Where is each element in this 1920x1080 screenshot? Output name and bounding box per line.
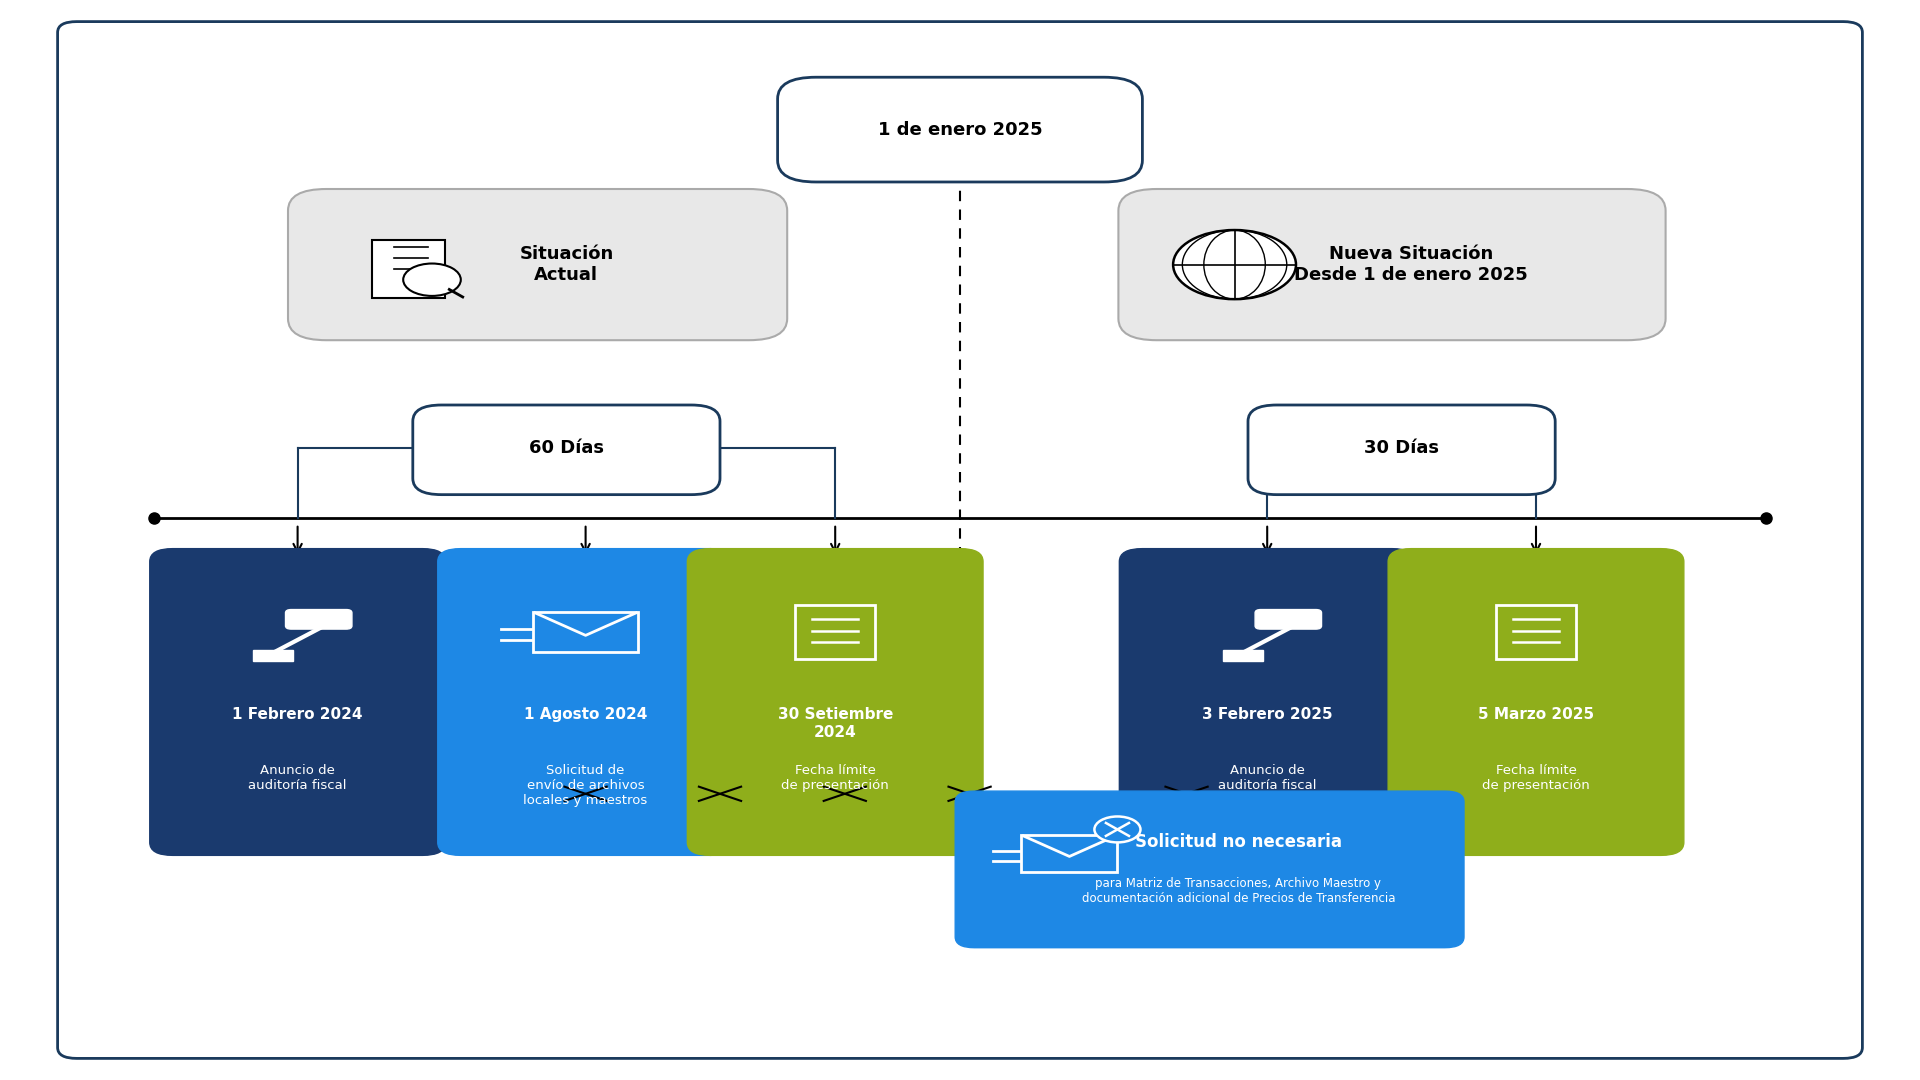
Text: Anuncio de
auditoría fiscal: Anuncio de auditoría fiscal xyxy=(248,764,348,792)
Circle shape xyxy=(1094,816,1140,842)
FancyBboxPatch shape xyxy=(438,549,733,855)
Text: 5 Marzo 2025: 5 Marzo 2025 xyxy=(1478,707,1594,723)
FancyBboxPatch shape xyxy=(1248,405,1555,495)
FancyBboxPatch shape xyxy=(1256,609,1321,629)
FancyBboxPatch shape xyxy=(1119,549,1415,855)
Text: Nueva Situación
Desde 1 de enero 2025: Nueva Situación Desde 1 de enero 2025 xyxy=(1294,245,1528,284)
FancyBboxPatch shape xyxy=(253,650,294,661)
Text: para Matriz de Transacciones, Archivo Maestro y
documentación adicional de Preci: para Matriz de Transacciones, Archivo Ma… xyxy=(1081,877,1396,905)
Text: Fecha límite
de presentación: Fecha límite de presentación xyxy=(1482,764,1590,792)
FancyBboxPatch shape xyxy=(687,549,983,855)
FancyBboxPatch shape xyxy=(778,78,1142,181)
Text: 1 Febrero 2024: 1 Febrero 2024 xyxy=(232,707,363,723)
Text: 60 Días: 60 Días xyxy=(528,440,605,457)
Text: Situación
Actual: Situación Actual xyxy=(518,245,614,284)
Circle shape xyxy=(403,264,461,296)
FancyBboxPatch shape xyxy=(413,405,720,495)
FancyBboxPatch shape xyxy=(956,791,1465,948)
Text: 1 de enero 2025: 1 de enero 2025 xyxy=(877,121,1043,138)
Text: 3 Febrero 2025: 3 Febrero 2025 xyxy=(1202,707,1332,723)
Text: Anuncio de
auditoría fiscal: Anuncio de auditoría fiscal xyxy=(1217,764,1317,792)
Text: 30 Setiembre
2024: 30 Setiembre 2024 xyxy=(778,707,893,740)
Text: Solicitud no necesaria: Solicitud no necesaria xyxy=(1135,834,1342,851)
FancyBboxPatch shape xyxy=(286,609,351,629)
FancyBboxPatch shape xyxy=(58,22,1862,1058)
Circle shape xyxy=(1173,230,1296,299)
Text: Fecha límite
de presentación: Fecha límite de presentación xyxy=(781,764,889,792)
Text: 1 Agosto 2024: 1 Agosto 2024 xyxy=(524,707,647,723)
FancyBboxPatch shape xyxy=(1388,549,1684,855)
Text: Solicitud de
envío de archivos
locales y maestros: Solicitud de envío de archivos locales y… xyxy=(524,764,647,807)
FancyBboxPatch shape xyxy=(288,189,787,340)
FancyBboxPatch shape xyxy=(1223,650,1263,661)
FancyBboxPatch shape xyxy=(150,549,445,855)
Text: 30 Días: 30 Días xyxy=(1363,440,1440,457)
FancyBboxPatch shape xyxy=(1117,189,1665,340)
FancyBboxPatch shape xyxy=(372,240,445,298)
